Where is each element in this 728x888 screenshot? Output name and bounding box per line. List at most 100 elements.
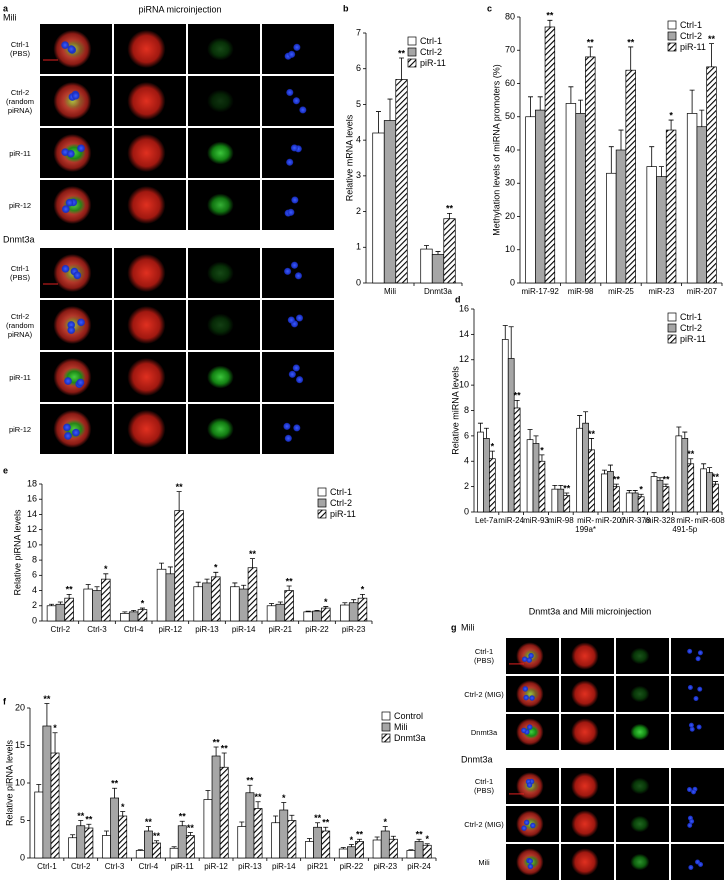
bar	[137, 609, 148, 622]
nucleus	[688, 722, 695, 728]
x-tick-label-box: Ctrl-3	[87, 625, 107, 634]
error-bar	[489, 450, 495, 459]
error-bar	[387, 98, 393, 121]
y-tick-label: 2	[356, 206, 361, 216]
bar	[662, 486, 670, 513]
significance-label: *	[104, 564, 108, 574]
y-axis-label: Relative piRNA levels	[12, 509, 22, 596]
error-bar	[649, 146, 655, 167]
error-bar	[359, 593, 365, 599]
legend-swatch	[381, 711, 391, 721]
nucleus	[67, 44, 76, 54]
x-tick-label: Ctrl-3	[104, 862, 125, 871]
row-label-box: Ctrl-2 (random piRNA)	[6, 312, 34, 339]
bar	[588, 449, 595, 513]
x-tick-label-box: Ctrl-4	[139, 862, 159, 871]
y-tick-label: 8	[32, 554, 37, 564]
bar	[185, 835, 195, 859]
y-axis-label: Relative mRNA levels	[344, 114, 354, 201]
y-tick-label: 2	[464, 481, 469, 491]
x-tick-label-box: piR-14	[272, 862, 296, 871]
y-tick-label: 0	[510, 277, 515, 287]
bar	[101, 578, 111, 622]
cell-red	[127, 358, 166, 396]
legend-swatch	[667, 42, 677, 52]
cell-green	[630, 777, 650, 795]
x-tick-label-box: miR-93	[523, 516, 549, 525]
error-bar	[239, 821, 245, 827]
bar	[700, 468, 707, 513]
error-bar	[713, 481, 719, 485]
row-label-box: Mili	[478, 858, 489, 867]
significance-label: **	[708, 34, 716, 44]
y-tick-label: 16	[459, 303, 469, 313]
legend-swatch	[407, 58, 417, 68]
bar	[687, 463, 695, 513]
y-tick-label: 0	[32, 615, 37, 625]
nucleus	[292, 364, 301, 372]
bar	[237, 826, 247, 859]
bar	[312, 610, 322, 622]
bar	[535, 109, 546, 284]
panel-letter: f	[3, 696, 7, 706]
error-bar	[618, 129, 624, 150]
error-bar	[323, 606, 329, 609]
x-tick-label: miR-207	[595, 516, 626, 525]
bar	[46, 605, 57, 622]
y-tick-label: 10	[15, 777, 25, 787]
x-tick-label-box: miR-608	[694, 516, 724, 525]
row-label-box: piR-12	[9, 201, 31, 210]
cell-green	[207, 89, 234, 113]
x-tick-label: piR-24	[407, 862, 431, 871]
error-bar	[66, 593, 72, 599]
significance-label: **	[563, 483, 571, 493]
error-bar	[52, 732, 58, 753]
error-bar	[78, 820, 84, 826]
significance-label: **	[398, 48, 406, 58]
significance-label: *	[324, 597, 328, 607]
legend-label: Control	[394, 711, 423, 721]
error-bar	[651, 472, 657, 477]
cell-red	[127, 410, 166, 448]
cell-green	[630, 685, 650, 703]
row-label-box: Ctrl-2 (MIG)	[464, 690, 504, 699]
nucleus	[290, 144, 299, 152]
nucleus	[61, 264, 70, 273]
error-bar	[103, 830, 109, 836]
row-label-box: Ctrl-1 (PBS)	[10, 40, 30, 58]
significance-label: *	[669, 110, 673, 120]
legend-swatch	[667, 323, 677, 333]
x-tick-label-box: miR-25	[608, 287, 634, 296]
legend-label: Ctrl-1	[680, 312, 702, 322]
bar	[696, 126, 707, 284]
cell-green	[207, 365, 234, 389]
significance-label: **	[111, 779, 119, 789]
nucleus	[295, 314, 304, 322]
bar	[380, 830, 390, 859]
error-bar	[374, 836, 380, 840]
cell-green	[630, 723, 650, 741]
y-tick-label: 3	[356, 170, 361, 180]
error-bar	[708, 43, 714, 67]
significance-label: **	[43, 694, 51, 704]
significance-label: **	[145, 817, 153, 827]
row-label: Ctrl-2 (random piRNA)	[6, 87, 34, 115]
significance-label: *	[141, 598, 145, 608]
error-bar	[179, 820, 185, 826]
error-bar	[638, 493, 644, 497]
y-tick-label: 5	[356, 99, 361, 109]
nucleus	[520, 727, 527, 734]
y-tick-label: 8	[464, 405, 469, 415]
error-bar	[416, 838, 422, 842]
nucleus	[299, 106, 307, 114]
bar	[576, 427, 583, 513]
x-tick-label: miR-378	[620, 516, 651, 525]
error-bar	[269, 603, 275, 606]
legend-swatch	[667, 312, 677, 322]
x-tick-label: miR-24	[498, 516, 525, 525]
x-tick-label: piR-12	[158, 625, 183, 634]
y-axis-label: Methylation levels of miRNA promoters (%…	[491, 64, 501, 236]
cell-red	[127, 30, 166, 68]
micrograph	[262, 180, 334, 230]
